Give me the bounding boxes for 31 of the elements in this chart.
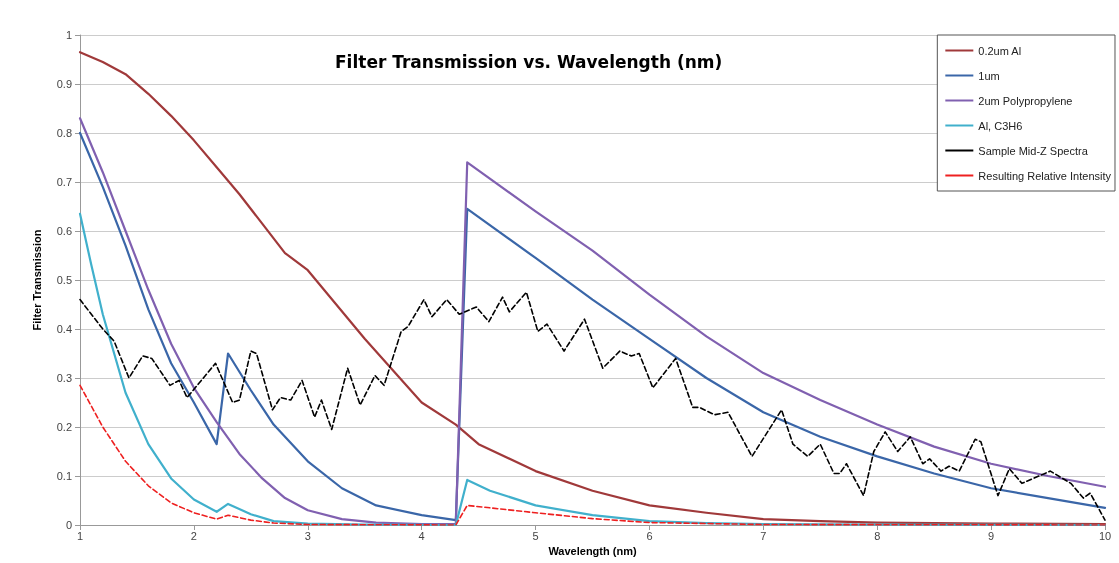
line-series <box>79 291 1106 521</box>
x-tick-label: 5 <box>532 529 539 542</box>
legend-label: 0.2um Al <box>978 44 1022 57</box>
text: Filter Transmission vs. Wavelength (nm) <box>335 51 723 72</box>
y-tick-label: 0.8 <box>56 127 72 139</box>
x-tick-label: 3 <box>304 529 311 542</box>
legend-label: Al, C3H6 <box>978 119 1023 132</box>
y-tick-label: 0.3 <box>56 372 72 384</box>
x-tick-label: 1 <box>76 529 84 542</box>
legend-label: Resulting Relative Intensity <box>978 169 1112 182</box>
y-tick-label: 0.1 <box>56 470 72 482</box>
y-tick-label: 0.5 <box>56 274 72 286</box>
y-tick-label: 0.2 <box>56 421 72 433</box>
y-axis-title: Filter Transmission <box>30 229 43 331</box>
x-tick-label: 6 <box>646 529 653 542</box>
x-tick-label: 8 <box>874 529 881 542</box>
legend-label: 1um <box>978 69 1000 82</box>
x-tick-label: 9 <box>988 529 995 542</box>
x-tick-label: 4 <box>418 529 425 542</box>
y-tick-label: 0 <box>65 519 72 531</box>
y-tick-label: 1 <box>65 29 72 41</box>
x-tick-label: 7 <box>760 529 767 542</box>
y-tick-label: 0.7 <box>56 176 72 188</box>
legend-label: Sample Mid-Z Spectra <box>978 144 1089 157</box>
legend-label: 2um Polypropylene <box>978 94 1073 107</box>
x-tick-label: 10 <box>1098 529 1112 542</box>
y-tick-label: 0.4 <box>56 323 72 335</box>
y-tick-label: 0.6 <box>56 225 72 237</box>
x-axis-title: Wavelength (nm) <box>548 545 637 558</box>
x-tick-label: 2 <box>190 529 197 542</box>
y-tick-label: 0.9 <box>56 78 72 90</box>
